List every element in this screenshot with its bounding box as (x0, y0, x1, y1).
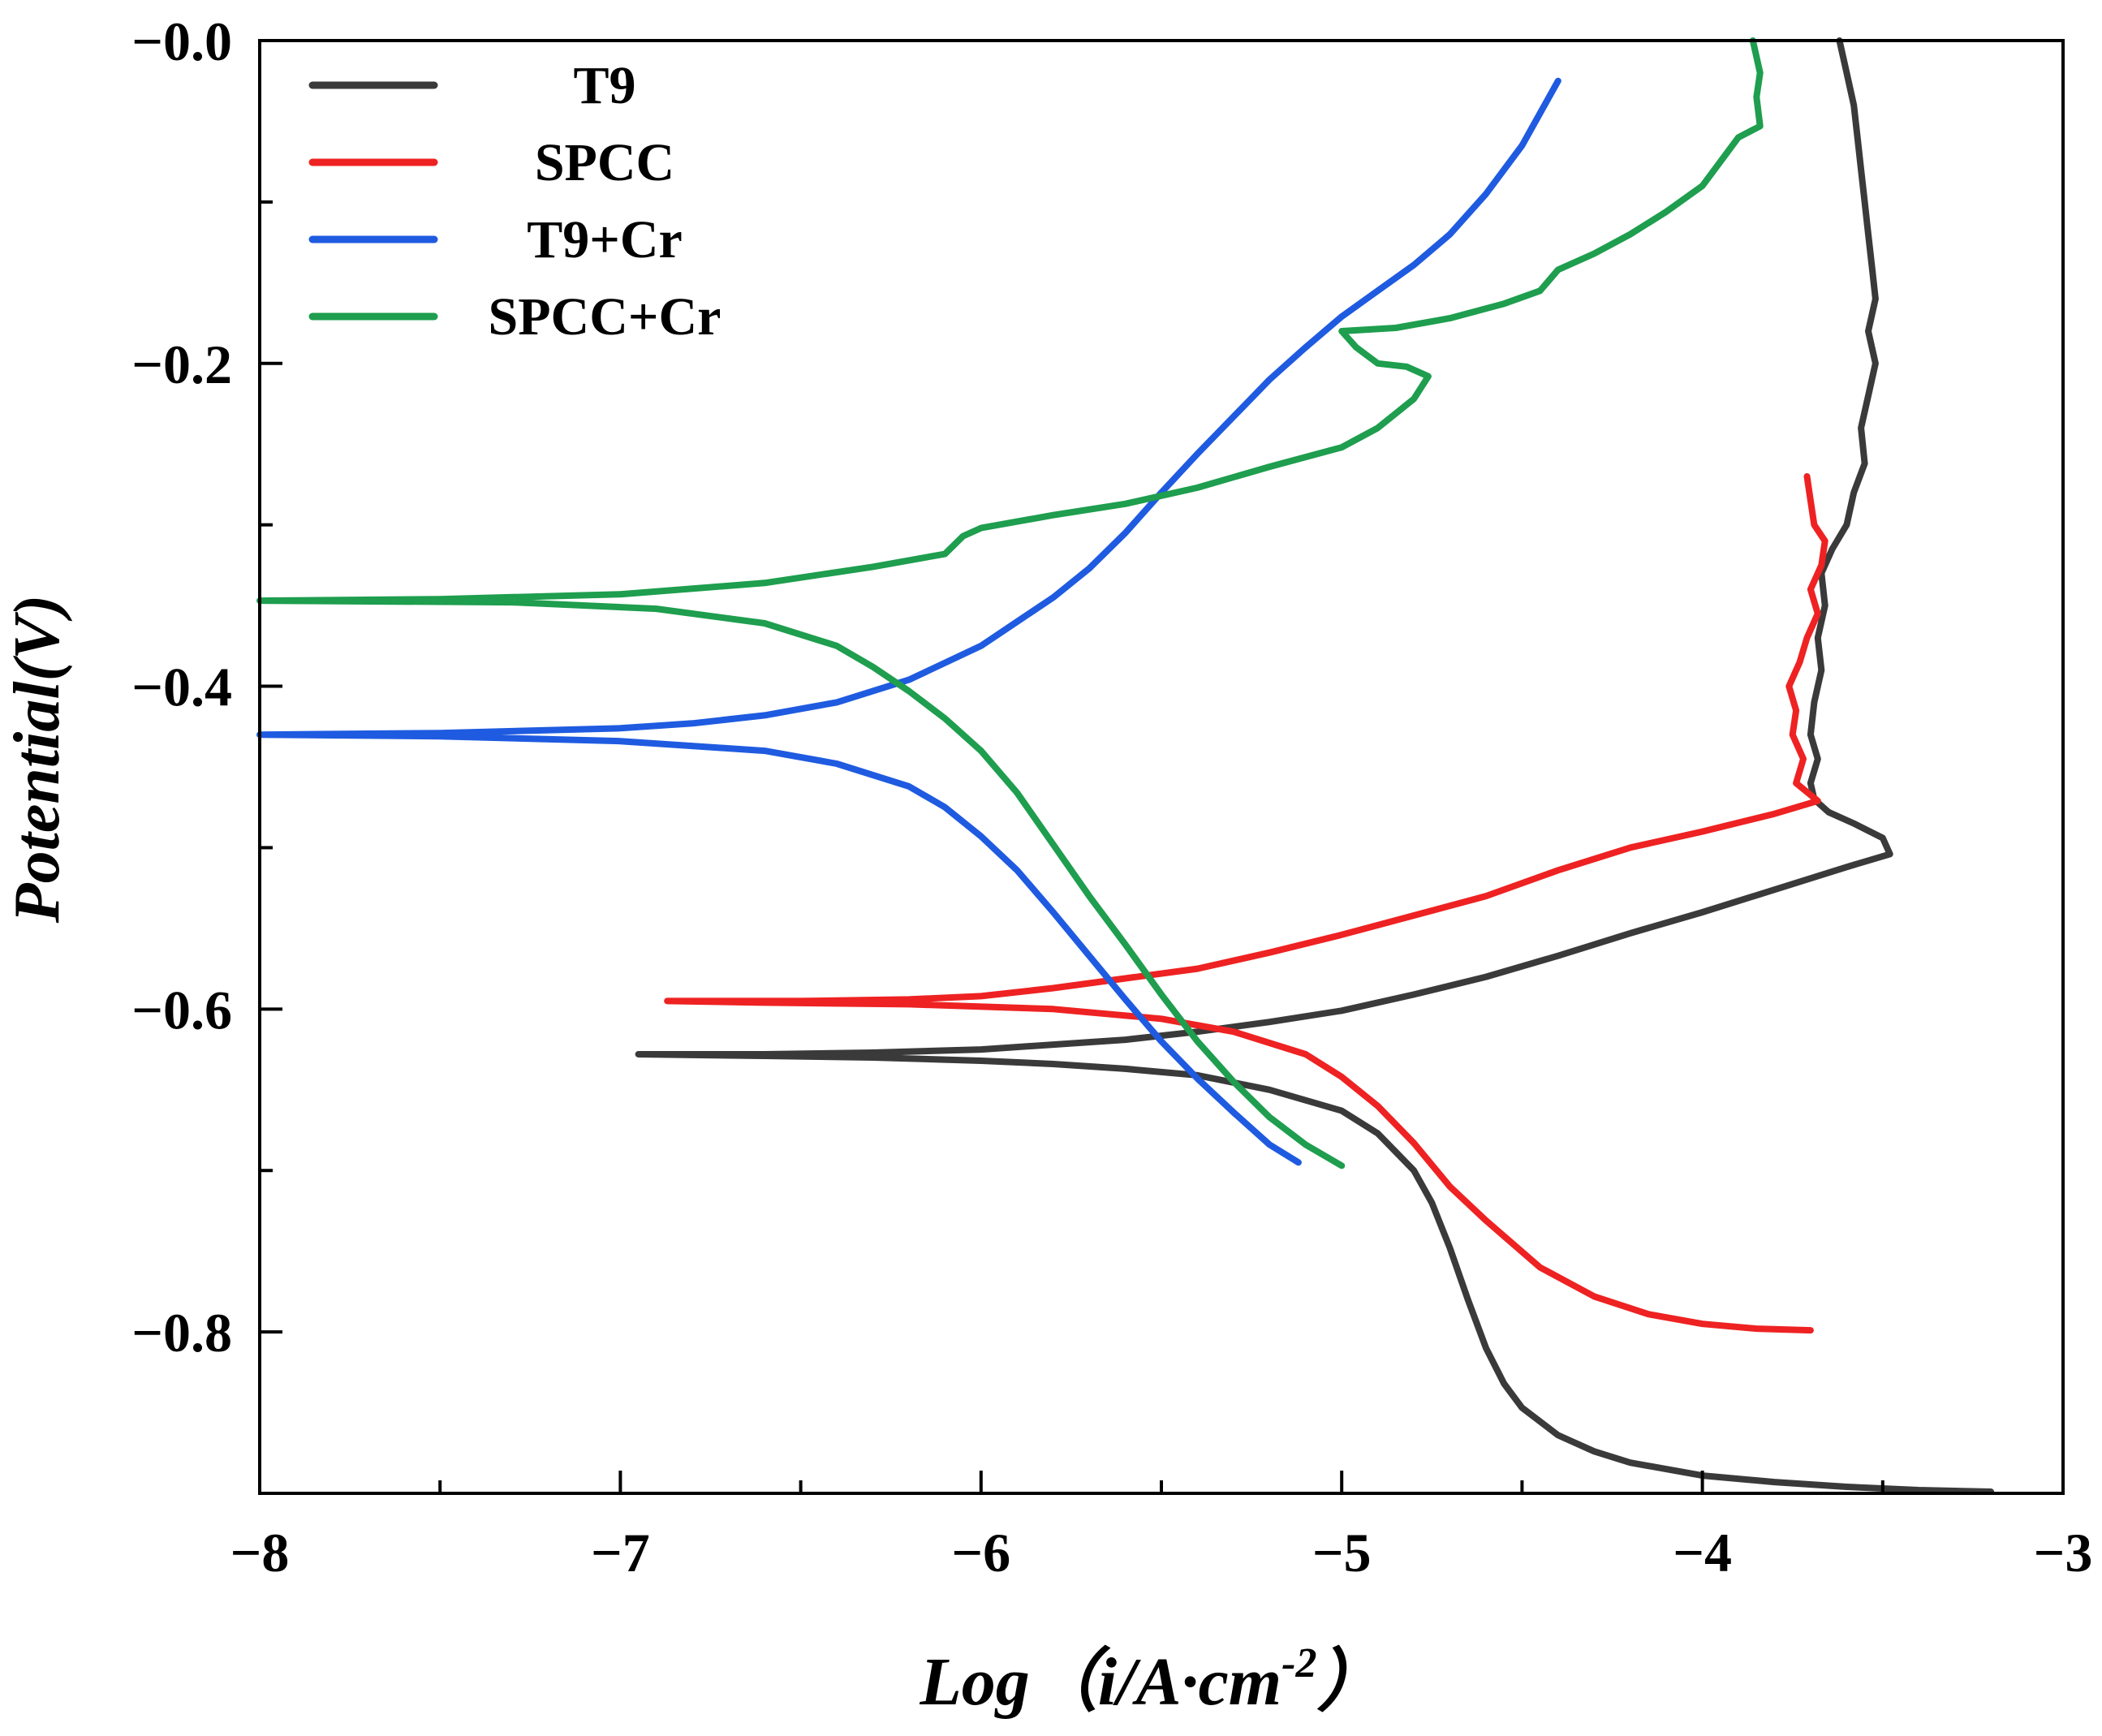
x-tick-label: −5 (1312, 1522, 1372, 1583)
x-tick-label: −8 (230, 1522, 290, 1583)
x-axis-title-superscript: -2 (1281, 1640, 1316, 1686)
series-line-spcc-cr (256, 37, 1764, 1170)
series-line-spcc (664, 473, 1828, 1334)
y-tick-label: −0.6 (131, 979, 232, 1040)
legend: T9 SPCC T9+Cr SPCC+Cr (308, 56, 721, 347)
x-tick-label: −3 (2034, 1522, 2093, 1583)
series-line-t9 (635, 37, 1995, 1495)
y-axis-title: Potential(V) (2, 595, 73, 924)
x-axis-title: Log（i/A·cm-2） (920, 1640, 1385, 1720)
y-tick-label: −0.0 (131, 11, 232, 72)
axis-layer: −8 −7 −6 −5 −4 −3 −0.8 −0.6 −0.4 −0.2 −0.0 (131, 11, 2092, 1583)
x-tick-label: −7 (591, 1522, 650, 1583)
y-tick-label: −0.2 (131, 334, 232, 395)
y-tick-label: −0.4 (131, 657, 232, 718)
y-tick-label: −0.8 (131, 1302, 232, 1363)
series-line-t9-cr (256, 77, 1561, 1166)
x-axis-title-close: ） (1316, 1644, 1385, 1720)
legend-label: SPCC (535, 133, 674, 192)
x-tick-label: −4 (1673, 1522, 1732, 1583)
series-layer (256, 37, 1995, 1495)
x-tick-label: −6 (951, 1522, 1010, 1583)
x-axis-title-main: Log（i/A·cm (920, 1644, 1282, 1720)
legend-label: T9 (573, 56, 635, 115)
legend-label: T9+Cr (527, 210, 683, 269)
legend-label: SPCC+Cr (489, 287, 721, 347)
